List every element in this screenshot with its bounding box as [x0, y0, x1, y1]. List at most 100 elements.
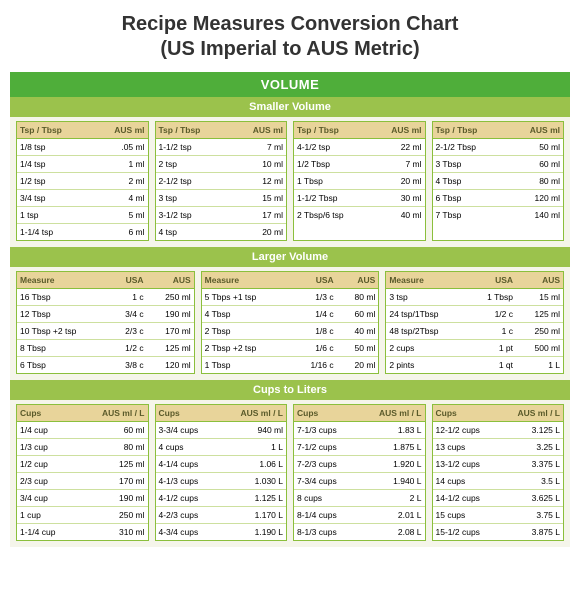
table-cell: 6 ml	[91, 224, 147, 241]
table-row: 10 Tbsp +2 tsp2/3 c170 ml	[17, 323, 194, 340]
table-header: Tsp / Tbsp	[17, 122, 91, 139]
table-cell: 10 Tbsp +2 tsp	[17, 323, 110, 340]
table-cell: 1.06 L	[219, 456, 286, 473]
table-row: 4 cups1 L	[156, 439, 287, 456]
table-header: AUS ml / L	[77, 405, 147, 422]
table-cell: 1/2 c	[110, 340, 147, 357]
table-cell: 4-1/2 cups	[156, 490, 219, 507]
table-cell: 190 ml	[147, 306, 194, 323]
table-cell: 1/8 c	[291, 323, 336, 340]
table-cell: 7-3/4 cups	[294, 473, 357, 490]
table-row: 2-1/2 tsp12 ml	[156, 173, 287, 190]
table-cell: 1 Tbsp	[202, 357, 292, 374]
table-row: 1 Tbsp20 ml	[294, 173, 425, 190]
table-cell: 20 ml	[337, 357, 379, 374]
table-row: 15-1/2 cups3.875 L	[433, 524, 564, 541]
table-cell: 3.25 L	[499, 439, 563, 456]
table-cell: 1 c	[469, 323, 516, 340]
table-cell: 4 Tbsp	[433, 173, 507, 190]
table-cell: 80 ml	[507, 173, 563, 190]
table-cell: 4 cups	[156, 439, 219, 456]
table-header: AUS	[337, 272, 379, 289]
table-row: 6 Tbsp3/8 c120 ml	[17, 357, 194, 374]
table-cell: 1.83 L	[357, 422, 424, 439]
table-cell: 12 Tbsp	[17, 306, 110, 323]
conversion-table: CupsAUS ml / L7-1/3 cups1.83 L7-1/2 cups…	[293, 404, 426, 541]
table-header: AUS ml	[507, 122, 563, 139]
table-cell: 1 Tbsp	[294, 173, 371, 190]
table-cell: 1 tsp	[17, 207, 91, 224]
larger-volume-header: Larger Volume	[10, 247, 570, 267]
table-cell: 190 ml	[77, 490, 147, 507]
table-cell: 2.08 L	[357, 524, 424, 541]
table-cell: 15 cups	[433, 507, 500, 524]
table-row: 3/4 cup190 ml	[17, 490, 148, 507]
table-cell: 1/2 cup	[17, 456, 77, 473]
title-line2: (US Imperial to AUS Metric)	[10, 37, 570, 62]
conversion-table: MeasureUSAAUS16 Tbsp1 c250 ml12 Tbsp3/4 …	[16, 271, 195, 374]
table-row: 8 cups2 L	[294, 490, 425, 507]
table-cell: 1 L	[516, 357, 563, 374]
table-cell: 1.170 L	[219, 507, 286, 524]
table-cell: 125 ml	[77, 456, 147, 473]
table-cell: 250 ml	[77, 507, 147, 524]
table-header: Cups	[17, 405, 77, 422]
table-row: 4-2/3 cups1.170 L	[156, 507, 287, 524]
table-cell: 3.375 L	[499, 456, 563, 473]
table-header: Measure	[17, 272, 110, 289]
table-header: USA	[469, 272, 516, 289]
chart-title: Recipe Measures Conversion Chart (US Imp…	[10, 12, 570, 62]
table-cell: 5 Tbps +1 tsp	[202, 289, 292, 306]
table-cell: 4 tsp	[156, 224, 230, 241]
table-cell: 2 ml	[91, 173, 147, 190]
table-header: USA	[291, 272, 336, 289]
table-cell: 48 tsp/2Tbsp	[386, 323, 468, 340]
table-cell: 1/8 tsp	[17, 139, 91, 156]
table-cell: 7-1/3 cups	[294, 422, 357, 439]
table-cell: 40 ml	[371, 207, 424, 224]
table-cell: 1-1/2 tsp	[156, 139, 230, 156]
table-row: 12 Tbsp3/4 c190 ml	[17, 306, 194, 323]
table-cell: 250 ml	[147, 289, 194, 306]
table-cell: 2-1/2 Tbsp	[433, 139, 507, 156]
larger-volume-group: MeasureUSAAUS16 Tbsp1 c250 ml12 Tbsp3/4 …	[10, 267, 570, 380]
table-cell: 1.920 L	[357, 456, 424, 473]
table-cell: 1.190 L	[219, 524, 286, 541]
table-cell: 50 ml	[507, 139, 563, 156]
table-header: AUS	[147, 272, 194, 289]
table-cell: 1/3 c	[291, 289, 336, 306]
table-cell: 2 Tbsp +2 tsp	[202, 340, 292, 357]
table-cell: 3-1/2 tsp	[156, 207, 230, 224]
table-row: 4-3/4 cups1.190 L	[156, 524, 287, 541]
conversion-table: CupsAUS ml / L3-3/4 cups940 ml4 cups1 L4…	[155, 404, 288, 541]
table-cell: 1 qt	[469, 357, 516, 374]
table-cell: 1.030 L	[219, 473, 286, 490]
table-cell: 1/2 tsp	[17, 173, 91, 190]
table-row: 2 Tbsp1/8 c40 ml	[202, 323, 379, 340]
table-cell: 17 ml	[230, 207, 286, 224]
table-cell: 2.01 L	[357, 507, 424, 524]
table-cell: 4-2/3 cups	[156, 507, 219, 524]
table-cell: 7 Tbsp	[433, 207, 507, 224]
table-cell: 16 Tbsp	[17, 289, 110, 306]
table-cell: 40 ml	[337, 323, 379, 340]
table-header: AUS ml	[91, 122, 147, 139]
table-cell: 1.125 L	[219, 490, 286, 507]
table-cell: 8 Tbsp	[17, 340, 110, 357]
table-row: 2/3 cup170 ml	[17, 473, 148, 490]
table-row: 4 Tbsp80 ml	[433, 173, 564, 190]
table-cell: 7-2/3 cups	[294, 456, 357, 473]
cups-to-liters-header: Cups to Liters	[10, 380, 570, 400]
table-cell: 20 ml	[230, 224, 286, 241]
table-cell: 7-1/2 cups	[294, 439, 357, 456]
table-cell: 22 ml	[371, 139, 424, 156]
table-cell: 1 Tbsp	[469, 289, 516, 306]
table-row: 3/4 tsp4 ml	[17, 190, 148, 207]
table-row: 4 tsp20 ml	[156, 224, 287, 241]
table-header: AUS	[516, 272, 563, 289]
table-cell: 7 ml	[230, 139, 286, 156]
table-row: 1/2 cup125 ml	[17, 456, 148, 473]
table-cell: 1/2 Tbsp	[294, 156, 371, 173]
table-cell: 2/3 cup	[17, 473, 77, 490]
table-row: 1/8 tsp.05 ml	[17, 139, 148, 156]
